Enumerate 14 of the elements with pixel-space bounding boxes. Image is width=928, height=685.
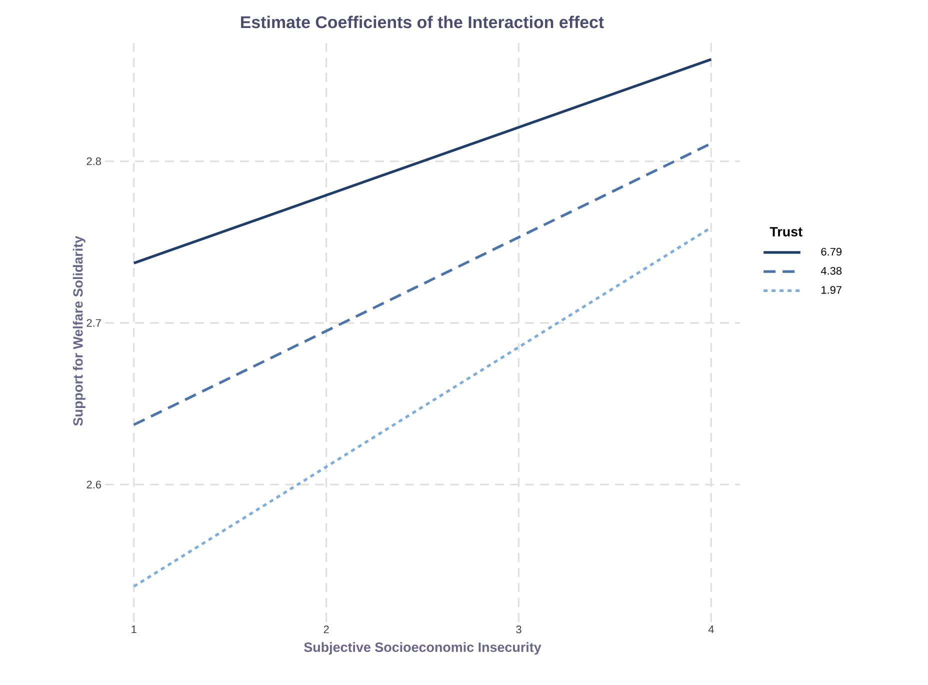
- x-tick-label: 2: [324, 626, 329, 634]
- y-tick-label: 2.8: [86, 157, 101, 166]
- y-axis-title: Support for Welfare Solidarity: [72, 236, 86, 426]
- x-axis-title: Subjective Socioeconomic Insecurity: [304, 642, 542, 655]
- x-tick-label: 3: [516, 626, 522, 634]
- y-tick-label: 2.7: [86, 319, 101, 327]
- legend-label: 4.38: [820, 266, 842, 275]
- x-tick-label: 4: [708, 626, 714, 634]
- y-tick-label: 2.6: [86, 480, 101, 488]
- legend-label: 1.97: [822, 286, 842, 294]
- legend-title: Trust: [770, 227, 802, 236]
- x-tick-label: 1: [132, 626, 136, 634]
- legend-label: 6.79: [821, 248, 842, 256]
- chart-title: Estimate Coefficients of the Interaction effect: [241, 16, 604, 28]
